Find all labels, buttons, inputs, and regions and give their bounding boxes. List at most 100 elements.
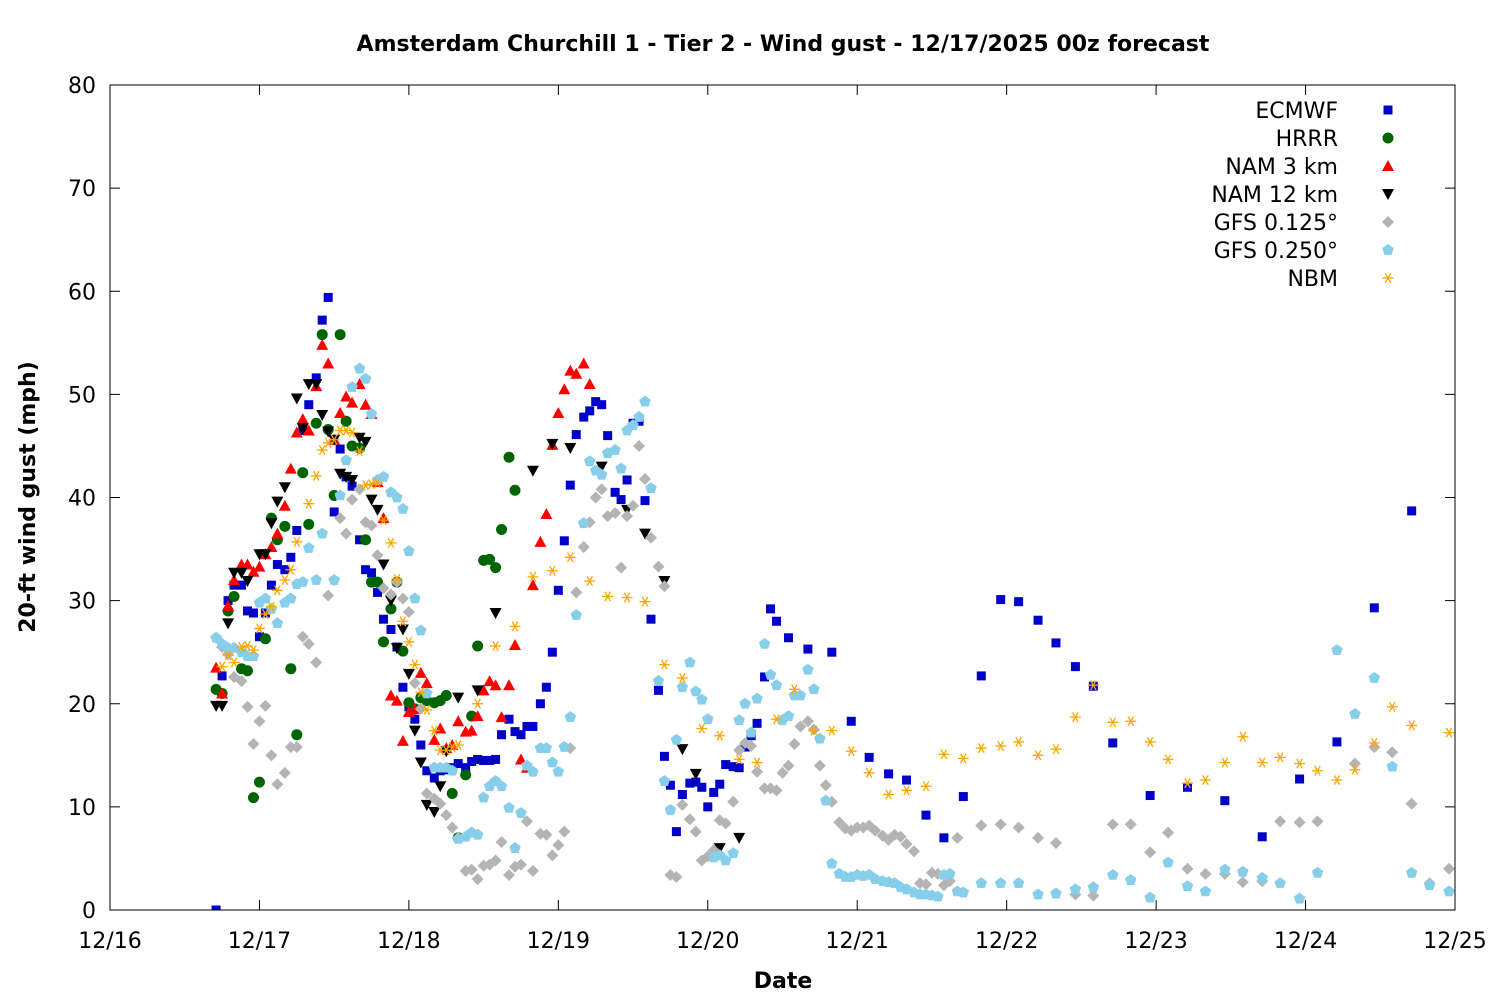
data-point-gfs-0-250 <box>570 609 582 620</box>
data-point-gfs-0-250 <box>1256 872 1268 883</box>
data-point-nam-12-km <box>265 518 278 530</box>
data-point-gfs-0-125 <box>801 715 814 728</box>
data-point-nam-3-km <box>346 396 359 408</box>
data-point-ecmwf <box>1033 615 1043 625</box>
data-point-ecmwf <box>485 755 495 765</box>
data-point-hrrr <box>253 776 265 788</box>
data-point-gfs-0-250 <box>1125 874 1137 885</box>
chart-title: Amsterdam Churchill 1 - Tier 2 - Wind gu… <box>357 32 1210 57</box>
data-point-gfs-0-125 <box>1144 846 1157 859</box>
data-point-nam-3-km <box>471 710 484 722</box>
data-point-gfs-0-250 <box>210 631 222 643</box>
data-point-gfs-0-250 <box>826 857 838 869</box>
data-point-hrrr <box>490 562 502 574</box>
data-point-gfs-0-125 <box>1087 889 1100 902</box>
data-point-hrrr <box>460 769 472 781</box>
data-point-gfs-0-125 <box>994 818 1007 831</box>
data-point-nam-12-km <box>489 608 502 619</box>
data-point-ecmwf <box>659 751 669 761</box>
data-point-nam-3-km <box>452 715 465 727</box>
data-point-ecmwf <box>591 397 601 407</box>
y-tick-label: 40 <box>68 487 96 512</box>
legend-marker-hrrr <box>1382 132 1394 144</box>
data-point-gfs-0-250 <box>359 372 372 384</box>
data-point-gfs-0-250 <box>503 801 515 813</box>
data-point-gfs-0-250 <box>365 407 378 419</box>
data-point-gfs-0-125 <box>727 795 740 808</box>
data-point-gfs-0-125 <box>340 527 353 540</box>
data-point-gfs-0-125 <box>1443 862 1455 875</box>
data-point-ecmwf <box>939 833 949 843</box>
data-point-gfs-0-125 <box>683 813 696 826</box>
data-point-gfs-0-250 <box>676 681 689 693</box>
data-point-ecmwf <box>1182 782 1192 792</box>
data-point-gfs-0-125 <box>733 744 746 757</box>
data-point-ecmwf <box>398 682 408 692</box>
data-point-ecmwf <box>286 552 296 562</box>
data-point-ecmwf <box>373 587 383 597</box>
data-point-nbm <box>975 742 987 754</box>
data-point-gfs-0-125 <box>322 589 335 602</box>
data-point-nam-12-km <box>278 482 291 494</box>
data-point-gfs-0-250 <box>1069 883 1082 895</box>
data-point-ecmwf <box>504 714 514 724</box>
data-point-ecmwf <box>467 757 477 766</box>
data-point-nbm <box>291 536 303 547</box>
data-point-nbm <box>1274 752 1286 763</box>
data-point-nam-12-km <box>322 426 335 438</box>
data-point-ecmwf <box>473 754 483 764</box>
data-points <box>210 292 1455 910</box>
data-point-gfs-0-250 <box>975 877 987 889</box>
data-point-gfs-0-125 <box>526 864 539 877</box>
data-point-nbm <box>303 498 315 509</box>
data-point-ecmwf <box>429 773 439 783</box>
data-point-ecmwf <box>760 672 770 682</box>
data-point-ecmwf <box>571 430 581 440</box>
data-point-gfs-0-125 <box>577 541 590 553</box>
data-point-nam-3-km <box>222 599 235 611</box>
data-point-gfs-0-125 <box>253 715 266 728</box>
data-point-nam-3-km <box>284 462 297 474</box>
data-point-nam-12-km <box>452 692 465 704</box>
data-point-nam-3-km <box>564 364 577 376</box>
data-point-nbm <box>1294 758 1306 769</box>
data-point-gfs-0-250 <box>639 395 651 407</box>
data-point-hrrr <box>303 518 315 530</box>
data-point-ecmwf <box>1070 662 1080 672</box>
data-point-gfs-0-250 <box>814 732 826 744</box>
data-point-gfs-0-250 <box>1443 885 1455 897</box>
data-point-gfs-0-250 <box>353 362 366 374</box>
data-point-ecmwf <box>958 792 968 802</box>
series-nbm <box>216 425 1455 800</box>
data-point-gfs-0-125 <box>520 815 533 828</box>
data-point-gfs-0-250 <box>540 742 553 753</box>
data-point-gfs-0-125 <box>819 779 832 792</box>
data-point-gfs-0-250 <box>334 489 346 501</box>
data-point-ecmwf <box>565 480 575 490</box>
data-point-gfs-0-125 <box>794 720 807 733</box>
data-point-nbm <box>446 741 458 753</box>
data-point-gfs-0-250 <box>521 759 533 771</box>
data-point-gfs-0-125 <box>247 737 260 750</box>
data-point-hrrr <box>241 665 253 677</box>
data-point-gfs-0-250 <box>1274 877 1286 889</box>
y-tick-label: 80 <box>68 74 96 99</box>
data-point-nbm <box>222 650 234 661</box>
data-point-gfs-0-125 <box>434 797 447 810</box>
data-point-gfs-0-125 <box>782 759 795 772</box>
data-point-ecmwf <box>1295 774 1305 784</box>
data-point-gfs-0-250 <box>391 491 403 503</box>
data-point-nbm <box>310 470 322 481</box>
data-point-nam-3-km <box>526 579 539 591</box>
data-point-nbm <box>1050 744 1062 755</box>
data-point-nam-3-km <box>570 367 583 379</box>
data-point-gfs-0-125 <box>353 483 366 496</box>
data-point-ecmwf <box>254 632 264 642</box>
data-point-nbm <box>366 478 378 490</box>
data-point-nam-3-km <box>508 638 521 650</box>
data-point-nbm <box>397 616 409 627</box>
data-point-gfs-0-250 <box>802 663 814 675</box>
data-point-gfs-0-250 <box>397 502 409 514</box>
data-point-ecmwf <box>1332 737 1342 747</box>
data-point-gfs-0-250 <box>297 576 309 587</box>
